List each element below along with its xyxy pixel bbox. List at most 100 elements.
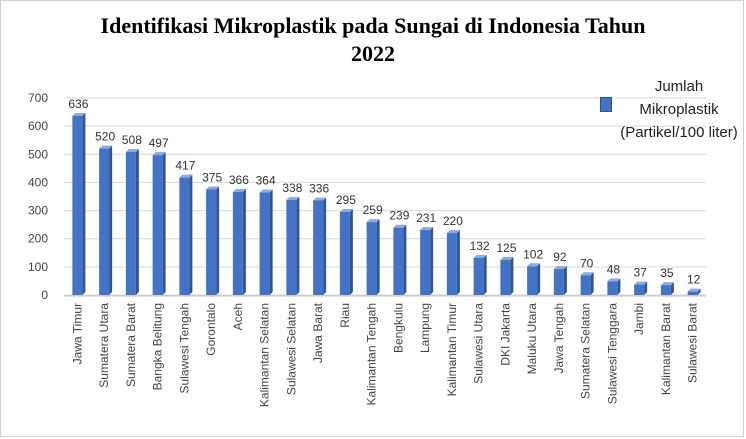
x-tick-label: Sulawesi Tengah — [177, 303, 191, 394]
data-label: 92 — [553, 250, 567, 264]
bar — [446, 233, 457, 295]
bar — [72, 116, 83, 295]
y-tick-label: 700 — [28, 91, 48, 105]
bar-top — [313, 197, 327, 201]
bar — [660, 285, 671, 295]
data-label: 35 — [660, 266, 674, 280]
data-label: 102 — [523, 247, 543, 261]
y-tick-label: 300 — [28, 204, 48, 218]
bar-side — [242, 188, 246, 295]
data-label: 520 — [95, 130, 115, 144]
bar-side — [697, 288, 701, 295]
bar-side — [135, 149, 139, 295]
bar — [259, 192, 270, 295]
bar-top — [259, 189, 273, 193]
bar-side — [162, 152, 166, 295]
x-tick-label: DKI Jakarta — [498, 303, 512, 366]
data-label: 417 — [175, 159, 195, 173]
x-tick-label: Kalimantan Barat — [659, 302, 673, 395]
bar-side — [82, 113, 86, 295]
y-tick-label: 600 — [28, 119, 48, 133]
legend-swatch — [600, 97, 612, 112]
bar — [420, 229, 431, 295]
bar-side — [189, 174, 193, 295]
legend-label: Jumlah Mikroplastik (Partikel/100 liter) — [620, 78, 738, 141]
bar-top — [420, 226, 434, 230]
bar-top — [660, 282, 674, 286]
x-tick-label: Sulawesi Selatan — [284, 303, 298, 395]
bar-top — [232, 188, 246, 192]
data-label: 70 — [580, 256, 594, 270]
bar-side — [376, 219, 380, 295]
data-label: 508 — [122, 133, 142, 147]
bar-side — [537, 263, 541, 295]
bar-top — [286, 196, 300, 200]
bar-top — [500, 256, 514, 260]
data-label: 220 — [443, 214, 463, 228]
chart-title-line-1: Identifikasi Mikroplastik pada Sungai di… — [100, 13, 646, 38]
bar — [286, 199, 297, 295]
bar-top — [687, 288, 701, 292]
bar-top — [446, 230, 460, 234]
data-label: 132 — [470, 239, 490, 253]
data-label: 12 — [687, 273, 701, 287]
bar — [152, 155, 163, 295]
x-tick-label: Sumatera Selatan — [579, 303, 593, 399]
data-label: 231 — [416, 211, 436, 225]
bar-side — [510, 256, 514, 295]
bar-top — [553, 266, 567, 270]
bar — [634, 284, 645, 295]
bar-side — [109, 145, 113, 295]
data-label: 375 — [202, 170, 222, 184]
bar — [553, 269, 564, 295]
x-tick-label: Bengkulu — [391, 303, 405, 353]
data-label: 125 — [496, 241, 516, 255]
x-tick-label: Jawa Barat — [311, 302, 325, 363]
bar — [580, 275, 591, 295]
bar — [179, 177, 190, 295]
data-label: 497 — [149, 136, 169, 150]
y-tick-label: 500 — [28, 147, 48, 161]
bar-side — [483, 254, 487, 295]
bar-top — [206, 186, 220, 190]
bar-side — [590, 272, 594, 295]
x-tick-label: Aceh — [231, 303, 245, 330]
bar-top — [339, 208, 353, 212]
x-tick-label: Kalimantan Timur — [445, 303, 459, 396]
x-tick-label: Sulawesi Utara — [472, 303, 486, 384]
bar — [232, 191, 243, 295]
data-label: 239 — [389, 209, 409, 223]
y-tick-label: 100 — [28, 260, 48, 274]
y-tick-label: 0 — [41, 288, 48, 302]
bar-side — [323, 197, 327, 295]
bar-top — [152, 152, 166, 156]
y-tick-label: 200 — [28, 232, 48, 246]
bar-side — [349, 208, 353, 295]
bar-side — [617, 278, 621, 295]
bar-side — [430, 226, 434, 295]
data-label: 295 — [336, 193, 356, 207]
x-tick-label: Maluku Utara — [525, 303, 539, 375]
bar-side — [644, 281, 648, 295]
data-label: 336 — [309, 181, 329, 195]
y-tick-label: 400 — [28, 175, 48, 189]
x-tick-label: Kalimantan Tengah — [365, 303, 379, 406]
bar — [500, 259, 511, 295]
chart-title-line-2: 2022 — [351, 41, 395, 66]
x-tick-label: Jawa Timur — [70, 303, 84, 364]
bar-top — [393, 224, 407, 228]
x-tick-label: Sulawesi Tenggara — [605, 303, 619, 405]
bar-side — [269, 189, 273, 295]
bar — [607, 281, 618, 295]
bar-top — [366, 219, 380, 223]
bar — [366, 222, 377, 295]
bar-top — [473, 254, 487, 258]
x-tick-label: Jawa Tengah — [552, 303, 566, 374]
bar-top — [99, 145, 113, 149]
bar-side — [563, 266, 567, 295]
x-tick-label: Gorontalo — [204, 303, 218, 356]
bar — [206, 189, 217, 295]
data-label: 259 — [363, 203, 383, 217]
bar-top — [179, 174, 193, 178]
x-tick-label: Sumatera Utara — [97, 303, 111, 388]
